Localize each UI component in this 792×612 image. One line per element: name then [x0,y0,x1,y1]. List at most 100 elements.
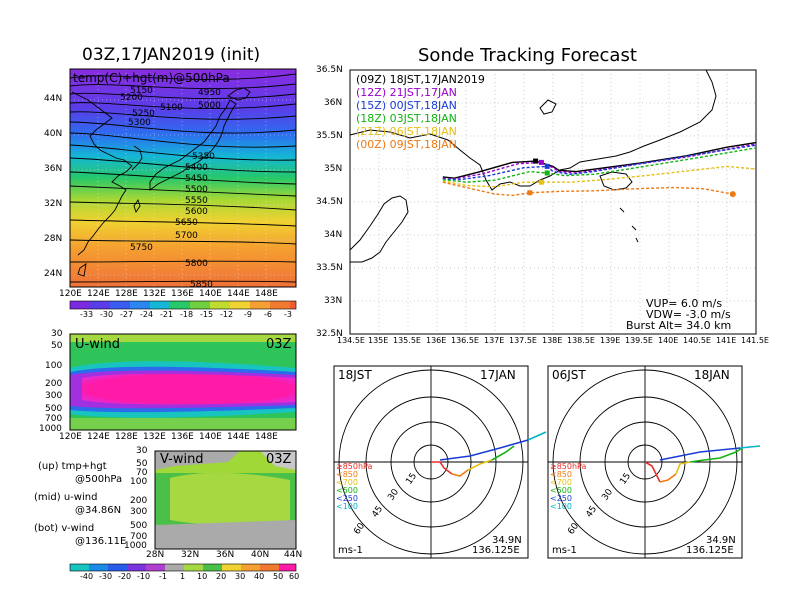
map-lon-label: 148E [255,289,278,299]
colorbar-label: -27 [120,310,134,319]
track-lines [442,141,757,197]
contour-label: 5300 [128,118,151,128]
vwind-colorbar-label: 40 [254,572,265,581]
vwind-colorbar-label: -10 [137,572,151,581]
track-lon-label: 141E [716,336,737,345]
track-legend-entry: (12Z) 21JST,17JAN [356,86,457,99]
contour-label: 5800 [185,259,208,269]
track-marker [527,190,533,196]
vwind-lat-label: 40N [251,550,270,560]
track-lat-label: 35N [324,164,343,174]
track-legend-entry: (18Z) 03JST,18JAN [356,112,457,125]
contour-label: 5700 [175,231,198,241]
vwind-lat-label: 32N [181,550,200,560]
hodo-left-level: <500 [336,486,358,495]
contour-label: 5250 [132,109,155,119]
hodo-right-level: <250 [550,494,572,503]
uwind-pressure-label: 200 [45,379,63,389]
track-lat-label: 33N [324,296,343,306]
map-inner-label: temp(C)+hgt(m)@500hPa [73,71,230,85]
uwind-pressure-label: 1000 [39,424,62,434]
note-up: (up) tmp+hgt [38,461,107,472]
temperature-colorbar [69,300,297,310]
track-00z [442,181,733,197]
vwind-pressure-label: 100 [130,477,148,487]
map-lon-label: 136E [171,289,194,299]
contour-label: 5200 [120,93,143,103]
vwind-colorbar-label: 30 [235,572,246,581]
contour-label: 5000 [198,101,221,111]
track-lon-label: 137.5E [509,336,537,345]
contour-label: 4950 [198,88,221,98]
track-lat-label: 33.5N [316,263,343,273]
vwind-colorbar-label: -30 [99,572,113,581]
hodo-left-lon: 136.125E [472,545,520,556]
vwind-colorbar-label: -20 [118,572,132,581]
track-lon-label: 134.5E [337,336,365,345]
track-marker [533,158,539,164]
hodo-left-level: <850 [336,470,358,479]
uwind-lon-label: 148E [255,432,278,442]
temperature-map [69,68,297,288]
uwind-pressure-label: 100 [45,361,63,371]
uwind-lon-label: 140E [199,432,222,442]
uwind-time: 03Z [266,337,292,352]
contour-label: 5600 [185,207,208,217]
map-lon-label: 124E [87,289,110,299]
map-lat-label: 24N [44,269,63,279]
map-lat-label: 36N [44,164,63,174]
colorbar-label: -24 [140,310,154,319]
vwind-time: 03Z [266,452,292,467]
contour-label: 5350 [192,152,215,162]
contour-label: 5400 [185,163,208,173]
track-legend-entry: (09Z) 18JST,17JAN2019 [356,73,485,86]
contour-label: 5750 [130,243,153,253]
vwind-pressure-label: 30 [136,446,148,456]
note-mid2: @34.86N [75,505,122,516]
uwind-lon-label: 132E [143,432,166,442]
contour-label: 5550 [185,196,208,206]
track-map [349,69,757,335]
track-legend-entry: (15Z) 00JST,18JAN [356,99,457,112]
vwind-colorbar-label: -1 [159,572,167,581]
hodo-left-unit: ms-1 [338,545,363,556]
track-vup: VUP= 6.0 m/s [646,297,723,310]
uwind-lon-label: 144E [227,432,250,442]
vwind-colorbar-label: 50 [273,572,284,581]
map-lat-label: 32N [44,199,63,209]
hodo-right-lon: 136.125E [686,545,734,556]
hodo-right-level: <500 [550,486,572,495]
track-12z [442,143,757,180]
track-lon-label: 136E [426,336,447,345]
track-lat-label: 35.5N [316,131,343,141]
contour-label: 5650 [175,218,198,228]
uwind-crosssection [69,333,297,431]
colorbar-label: -30 [100,310,114,319]
track-lon-label: 136.5E [451,336,479,345]
vwind-pressure-label: 50 [136,459,148,469]
hodo-right-unit: ms-1 [552,545,577,556]
hodo-left-time: 18JST [338,368,372,382]
track-lon-label: 139E [600,336,621,345]
hodo-left-level: <700 [336,478,358,487]
hodo-right-time: 06JST [552,368,586,382]
uwind-pressure-label: 300 [45,391,63,401]
colorbar-label: -6 [264,310,272,319]
track-vdw: VDW= -3.0 m/s [646,308,731,321]
map-lat-label: 44N [44,94,63,104]
hodo-right-date: 18JAN [694,368,730,382]
note-bot2: @136.11E [75,536,127,547]
hodo-right-level: <700 [550,478,572,487]
map-lon-label: 140E [199,289,222,299]
track-lon-label: 140E [658,336,679,345]
map-lon-label: 132E [143,289,166,299]
vwind-title: V-wind [160,452,204,467]
uwind-title: U-wind [75,337,120,352]
uwind-pressure-label: 500 [45,404,63,414]
hodograph-right [547,365,761,559]
map-lat-label: 40N [44,129,63,139]
hodo-left-date: 17JAN [480,368,516,382]
uwind-pressure-label: 30 [51,329,63,339]
track-lon-label: 135E [368,336,389,345]
